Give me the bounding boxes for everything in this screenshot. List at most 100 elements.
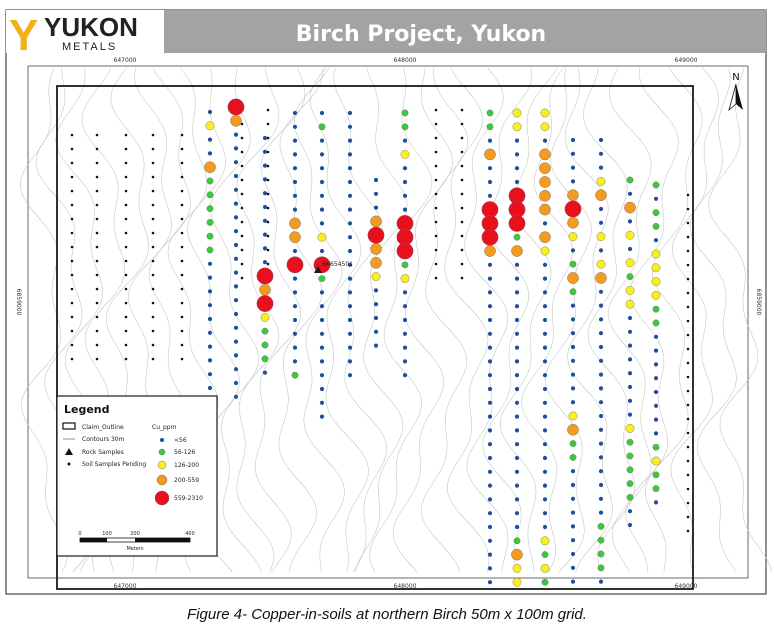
sample-lt56 (373, 191, 379, 196)
sample-lt56 (347, 166, 353, 171)
sample-lt56 (542, 414, 548, 419)
legend-class-1-symbol (158, 448, 166, 456)
sample-lt56 (598, 469, 604, 474)
legend-cu-title: Cu_ppm (152, 424, 177, 431)
logo-word: YUKON (44, 12, 138, 42)
sample-pending (151, 133, 155, 137)
sample-pending (151, 203, 155, 207)
sample-lt56 (514, 524, 520, 530)
sample-lt56 (487, 428, 493, 433)
grid-label-right-6859000: 6859000 (755, 289, 762, 316)
sample-200-559 (539, 176, 551, 188)
sample-lt56 (233, 353, 239, 358)
legend-class-2-symbol (157, 460, 167, 470)
sample-126-200 (625, 258, 635, 268)
sample-126-200 (651, 249, 661, 259)
sample-pending (180, 147, 184, 151)
sample-pending (95, 217, 99, 221)
sample-pending (240, 122, 244, 126)
sample-lt56 (487, 497, 493, 502)
sample-lt56 (262, 163, 268, 168)
sample-pending (95, 273, 99, 277)
sample-pending (124, 189, 128, 193)
sample-lt56 (262, 246, 268, 251)
sample-pending (266, 164, 270, 168)
sample-lt56 (292, 152, 298, 157)
logo-panel (6, 10, 164, 53)
sample-pending (434, 122, 438, 126)
sample-lt56 (292, 124, 298, 129)
sample-pending (151, 231, 155, 235)
sample-lt56 (514, 455, 520, 461)
sample-pending (686, 277, 690, 281)
sample-pending (70, 315, 74, 319)
scale-unit: Meters (126, 546, 143, 552)
sample-559-2310 (481, 228, 499, 246)
sample-126-200 (625, 230, 635, 240)
sample-126-200 (568, 232, 578, 242)
sample-56-126 (597, 564, 605, 572)
sample-56-126 (486, 109, 494, 117)
sample-lt56 (514, 304, 520, 309)
sample-lt56 (542, 497, 548, 502)
sample-lt56 (487, 414, 493, 419)
sample-lt56 (598, 372, 604, 377)
sample-lt56 (598, 510, 604, 515)
sample-lt56 (207, 385, 213, 391)
sample-lt56 (598, 303, 604, 308)
sample-200-559 (511, 245, 523, 257)
sample-56-126 (291, 371, 299, 379)
sample-lt56 (653, 500, 659, 505)
sample-126-200 (205, 121, 215, 131)
sample-pending (434, 248, 438, 252)
sample-lt56 (542, 511, 548, 516)
sample-pending (266, 206, 270, 210)
sample-lt56 (319, 331, 325, 336)
sample-lt56 (514, 414, 520, 419)
sample-200-559 (595, 189, 607, 201)
sample-pending (240, 220, 244, 224)
sample-lt56 (402, 207, 408, 212)
sample-126-200 (512, 122, 522, 132)
sample-lt56 (542, 317, 548, 323)
sample-lt56 (627, 371, 633, 376)
sample-pending (460, 178, 464, 182)
sample-pending (124, 245, 128, 249)
sample-pending (266, 248, 270, 252)
sample-200-559 (567, 423, 579, 436)
sample-lt56 (233, 146, 239, 151)
sample-lt56 (627, 329, 633, 334)
sample-lt56 (570, 331, 576, 336)
sample-lt56 (598, 344, 604, 350)
sample-pending (686, 389, 690, 393)
sample-lt56 (570, 538, 576, 543)
sample-lt56 (627, 384, 633, 390)
sample-pending (460, 248, 464, 252)
sample-126-200 (651, 277, 661, 286)
sample-lt56 (570, 179, 576, 184)
sample-lt56 (487, 262, 493, 267)
sample-pending (70, 175, 74, 179)
sample-lt56 (207, 344, 213, 349)
sample-126-200 (625, 285, 635, 295)
sample-lt56 (570, 248, 576, 253)
sample-lt56 (207, 261, 213, 266)
sample-pending (70, 329, 74, 333)
sample-lt56 (570, 565, 576, 570)
sample-pending (124, 161, 128, 165)
sample-56-126 (541, 578, 549, 586)
sample-lt56 (319, 359, 325, 364)
sample-lt56 (598, 206, 604, 212)
claim-outline (56, 85, 694, 590)
sample-lt56 (598, 579, 604, 584)
sample-lt56 (542, 359, 548, 364)
sample-lt56 (514, 469, 520, 474)
sample-lt56 (347, 345, 353, 350)
sample-lt56 (570, 137, 576, 143)
sample-lt56 (598, 455, 604, 460)
sample-pending (151, 175, 155, 179)
sample-lt56 (207, 316, 213, 322)
sample-lt56 (262, 260, 268, 265)
sample-lt56 (653, 348, 659, 353)
sample-lt56 (292, 138, 298, 143)
